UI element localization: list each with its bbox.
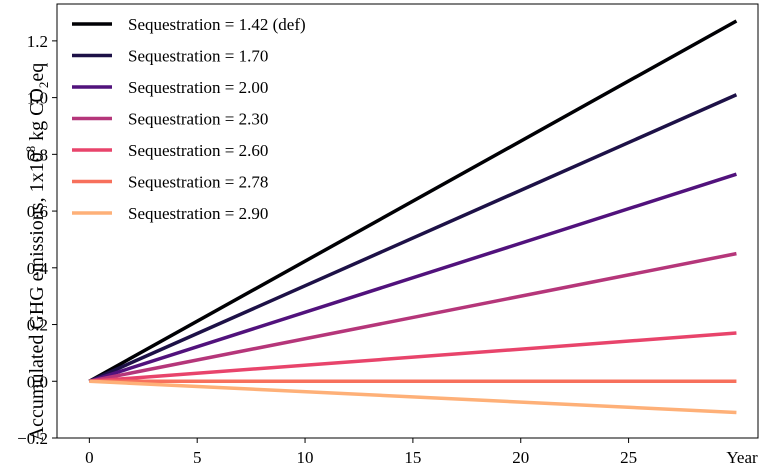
axes: 0 5 10 15 20 25 Year −0.2 0.0 0.2 0.4 0.6 0.8 1.0 1.2 xyxy=(17,3,759,467)
x-tick-label: 10 xyxy=(297,448,314,467)
series-line-1 xyxy=(88,19,738,383)
y-axis-label-part-1: Accumulated GHG emissions, 1x10 xyxy=(26,152,48,441)
legend-label-1: Sequestration = 1.42 (def) xyxy=(128,15,306,34)
series-lines xyxy=(88,19,738,415)
y-tick-label: 1.0 xyxy=(27,89,48,108)
legend-label-2: Sequestration = 1.70 xyxy=(128,47,268,66)
x-tick-label: 15 xyxy=(404,448,421,467)
legend-label-4: Sequestration = 2.30 xyxy=(128,110,268,129)
y-tick-label: 0.2 xyxy=(27,316,48,335)
legend: Sequestration = 1.42 (def) Sequestration … xyxy=(72,15,306,223)
y-axis-label-part-3: kg CO xyxy=(26,88,48,146)
legend-label-3: Sequestration = 2.00 xyxy=(128,78,268,97)
y-axis-label-part-2: 8 xyxy=(23,146,38,153)
series-line-5 xyxy=(89,331,737,384)
series-line-3 xyxy=(88,172,737,383)
y-axis-label-part-4: 2 xyxy=(36,82,51,89)
x-tick-label: 25 xyxy=(620,448,637,467)
y-tick-label: 1.2 xyxy=(27,32,48,51)
x-tick-label: 5 xyxy=(193,448,202,467)
plot-frame xyxy=(56,3,759,439)
y-tick-label: 0.8 xyxy=(27,145,48,164)
legend-label-7: Sequestration = 2.90 xyxy=(128,204,268,223)
x-axis-label: Year xyxy=(726,448,758,467)
y-tick-label: 0.6 xyxy=(27,202,48,221)
y-axis-label-part-5: eq xyxy=(26,63,48,82)
y-tick-label: 0.0 xyxy=(27,372,48,391)
x-tick-label: 0 xyxy=(85,448,94,467)
legend-label-6: Sequestration = 2.78 xyxy=(128,173,268,192)
legend-label-5: Sequestration = 2.60 xyxy=(128,141,268,160)
y-tick-label: 0.4 xyxy=(27,259,49,278)
y-tick-label: −0.2 xyxy=(17,429,48,448)
series-line-4 xyxy=(89,251,737,383)
x-tick-label: 20 xyxy=(512,448,529,467)
y-axis-label: Accumulated GHG emissions, 1x108 kg CO2e… xyxy=(23,63,51,442)
series-line-7 xyxy=(89,379,737,415)
series-line-2 xyxy=(88,93,738,383)
